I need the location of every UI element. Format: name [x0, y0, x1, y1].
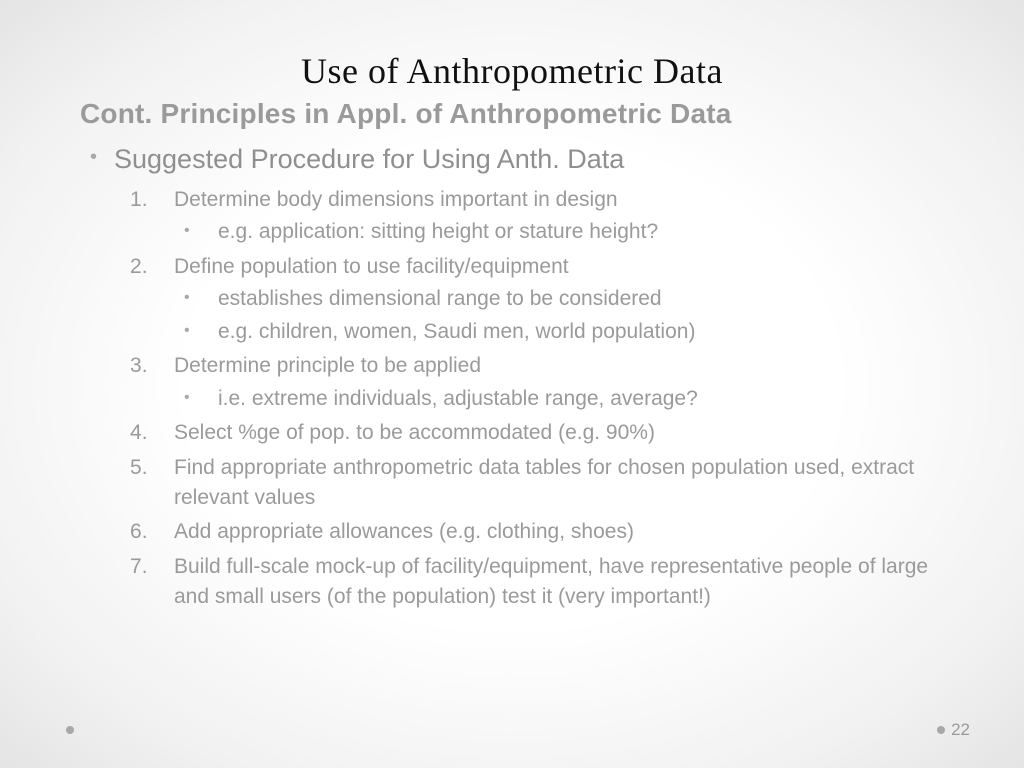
- step-text: Build full-scale mock-up of facility/equ…: [174, 555, 928, 608]
- step-sub-item: e.g. application: sitting height or stat…: [174, 217, 944, 247]
- footer-dot-left: [66, 726, 74, 734]
- step-item: Define population to use facility/equipm…: [130, 252, 944, 347]
- slide-subtitle: Cont. Principles in Appl. of Anthropomet…: [80, 98, 944, 130]
- step-item: Add appropriate allowances (e.g. clothin…: [130, 517, 944, 547]
- page-number: 22: [951, 720, 970, 740]
- step-item: Determine body dimensions important in d…: [130, 185, 944, 248]
- main-bullet: Suggested Procedure for Using Anth. Data…: [90, 144, 944, 613]
- step-text: Determine principle to be applied: [174, 354, 481, 377]
- step-sub-item: e.g. children, women, Saudi men, world p…: [174, 317, 944, 347]
- slide-footer: 22: [0, 720, 1024, 740]
- steps-list: Determine body dimensions important in d…: [130, 185, 944, 613]
- step-item: Build full-scale mock-up of facility/equ…: [130, 552, 944, 613]
- page-number-wrap: 22: [937, 720, 970, 740]
- step-sublist: establishes dimensional range to be cons…: [174, 284, 944, 347]
- step-sublist: i.e. extreme individuals, adjustable ran…: [174, 384, 944, 414]
- step-item: Find appropriate anthropometric data tab…: [130, 453, 944, 514]
- main-bullet-text: Suggested Procedure for Using Anth. Data: [114, 144, 624, 174]
- step-text: Define population to use facility/equipm…: [174, 255, 569, 278]
- slide-title: Use of Anthropometric Data: [80, 50, 944, 92]
- content-list: Suggested Procedure for Using Anth. Data…: [90, 144, 944, 613]
- step-sub-item: i.e. extreme individuals, adjustable ran…: [174, 384, 944, 414]
- step-sublist: e.g. application: sitting height or stat…: [174, 217, 944, 247]
- step-item: Select %ge of pop. to be accommodated (e…: [130, 418, 944, 448]
- step-item: Determine principle to be applied i.e. ex…: [130, 351, 944, 414]
- footer-dot-right: [937, 726, 945, 734]
- step-sub-item: establishes dimensional range to be cons…: [174, 284, 944, 314]
- step-text: Determine body dimensions important in d…: [174, 188, 618, 211]
- step-text: Find appropriate anthropometric data tab…: [174, 456, 914, 509]
- step-text: Add appropriate allowances (e.g. clothin…: [174, 520, 634, 543]
- slide: Use of Anthropometric Data Cont. Princip…: [0, 0, 1024, 768]
- step-text: Select %ge of pop. to be accommodated (e…: [174, 421, 655, 444]
